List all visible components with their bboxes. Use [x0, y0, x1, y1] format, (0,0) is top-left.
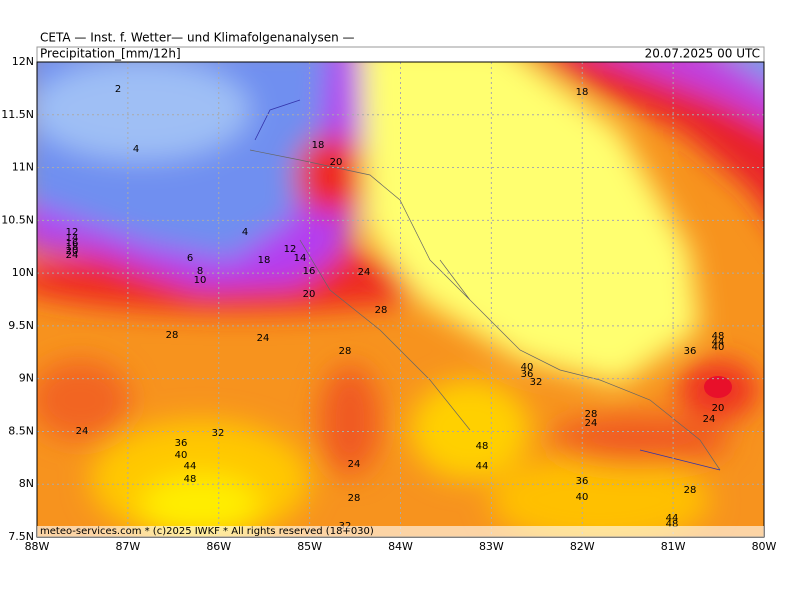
x-axis-label: 84W	[388, 540, 413, 553]
contour-label: 48	[712, 331, 725, 342]
contour-label: 24	[358, 267, 371, 278]
x-axis-label: 83W	[479, 540, 504, 553]
contour-label: 10	[194, 275, 207, 286]
contour-label: 44	[712, 337, 725, 348]
contour-label: 12	[284, 244, 297, 255]
contour-label: 18	[576, 87, 589, 98]
contour-label: 24	[66, 250, 79, 261]
y-axis-label: 11.5N	[1, 108, 34, 121]
y-axis-label: 9N	[19, 372, 34, 385]
contour-label: 40	[712, 342, 725, 353]
x-axis-label: 87W	[115, 540, 140, 553]
contour-label: 40	[521, 362, 534, 373]
y-axis-label: 7.5N	[8, 530, 34, 543]
contour-label: 28	[339, 346, 352, 357]
contour-label: 24	[257, 333, 270, 344]
contour-label: 28	[585, 409, 598, 420]
contour-label: 24	[348, 459, 361, 470]
contour-label: 20	[330, 157, 343, 168]
contour-label: 4	[242, 227, 248, 238]
contour-label: 8	[197, 266, 203, 277]
title: CETA — Inst. f. Wetter— und Klimafolgena…	[40, 31, 355, 45]
contour-label: 18	[66, 242, 79, 253]
x-axis-label: 86W	[206, 540, 231, 553]
contour-label: 36	[521, 369, 534, 380]
valid-time: 20.07.2025 00 UTC	[645, 47, 760, 61]
contour-label: 44	[184, 461, 197, 472]
contour-label: 48	[666, 519, 679, 530]
y-axis-label: 9.5N	[8, 319, 34, 332]
contour-label: 32	[212, 428, 225, 439]
contour-label: 16	[303, 266, 316, 277]
contour-label: 6	[187, 253, 193, 264]
contour-label: 44	[666, 513, 679, 524]
contour-label: 28	[348, 493, 361, 504]
x-axis-label: 88W	[25, 540, 50, 553]
footer: meteo-services.com * (c)2025 IWKF * All …	[40, 526, 374, 537]
contour-label: 48	[476, 441, 489, 452]
contour-label: 20	[712, 403, 725, 414]
contour-label: 28	[166, 330, 179, 341]
contour-label: 32	[530, 377, 543, 388]
x-axis-label: 81W	[661, 540, 686, 553]
contour-label: 18	[312, 140, 325, 151]
contour-label: 36	[175, 438, 188, 449]
contour-label: 44	[476, 461, 489, 472]
y-axis-label: 11N	[12, 161, 34, 174]
contour-label: 40	[576, 492, 589, 503]
contour-label: 14	[66, 233, 79, 244]
contour-label: 20	[66, 246, 79, 257]
footer-band	[37, 526, 764, 537]
contour-label: 16	[66, 238, 79, 249]
contour-label: 28	[375, 305, 388, 316]
contour-label: 36	[684, 346, 697, 357]
graticule	[37, 62, 764, 537]
contour-label: 24	[703, 414, 716, 425]
contour-label: 18	[258, 255, 271, 266]
contour-label: 24	[76, 426, 89, 437]
y-axis-label: 8N	[19, 477, 34, 490]
contour-label: 2	[115, 84, 121, 95]
contour-label: 28	[684, 485, 697, 496]
field-name: Precipitation_[mm/12h]	[40, 47, 181, 61]
precip-field	[37, 62, 764, 537]
contour-label: 4	[133, 144, 139, 155]
y-axis-label: 10N	[12, 266, 34, 279]
x-axis-label: 80W	[752, 540, 777, 553]
x-axis-label: 82W	[570, 540, 595, 553]
contour-label: 14	[294, 253, 307, 264]
y-axis-label: 10.5N	[1, 213, 34, 226]
contour-label: 20	[303, 289, 316, 300]
contour-label: 24	[585, 418, 598, 429]
contour-label: 12	[66, 227, 79, 238]
contour-label: 36	[576, 476, 589, 487]
y-axis-label: 8.5N	[8, 424, 34, 437]
y-axis-label: 12N	[12, 55, 34, 68]
contour-label: 40	[175, 450, 188, 461]
x-axis-label: 85W	[297, 540, 322, 553]
contour-label: 48	[184, 474, 197, 485]
